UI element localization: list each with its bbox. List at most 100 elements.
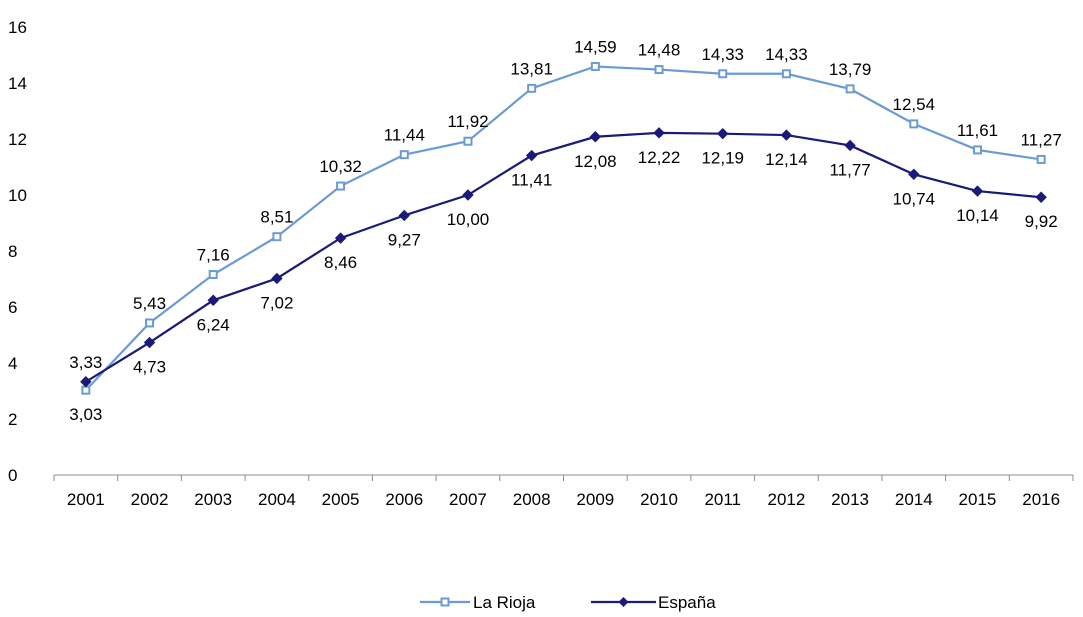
espana-data-label: 12,19 [701,149,744,168]
espana-point [844,139,856,152]
la-rioja-point [1036,154,1046,164]
la-rioja-point [781,69,791,79]
la-rioja-data-label: 13,81 [510,59,553,78]
legend-la-rioja-marker [440,597,450,607]
legend-espana-marker [618,597,629,607]
espana-point [462,189,474,201]
la-rioja-point [845,84,855,94]
x-tick-label: 2006 [385,490,423,509]
espana-data-label: 11,41 [511,171,552,190]
x-tick-label: 2009 [576,490,614,509]
la-rioja-point [81,385,91,395]
la-rioja-point [399,150,409,160]
data-labels: 3,03 5,43 7,16 8,51 10,32 11,44 11,92 13,81 14,5… [69,37,1062,424]
la-rioja-data-label: 14,59 [574,37,617,56]
espana-data-label: 9,27 [388,230,421,249]
y-tick-label: 2 [8,410,17,429]
espana-point [908,168,920,180]
la-rioja-point [654,65,664,75]
legend-espana-label: España [658,593,716,612]
la-rioja-data-label: 14,33 [701,45,744,64]
la-rioja-point [972,145,982,155]
espana-data-label: 10,00 [447,210,490,229]
x-tick-label: 2003 [194,490,232,509]
series-lines [80,61,1047,395]
espana-line [85,131,1042,383]
espana-data-label: 6,24 [197,315,230,334]
la-rioja-data-label: 12,54 [893,95,936,114]
la-rioja-data-label: 10,32 [319,157,362,176]
y-tick-label: 14 [8,74,27,93]
espana-data-label: 8,46 [324,253,357,272]
x-tick-label: 2004 [258,490,296,509]
x-tick-label: 2005 [322,490,360,509]
la-rioja-data-label: 8,51 [260,208,293,227]
y-tick-label: 16 [8,18,27,37]
espana-point [143,336,156,349]
legend: La Rioja España [420,593,716,612]
x-tick-label: 2007 [449,490,487,509]
espana-data-label: 9,92 [1025,212,1058,231]
espana-data-label: 3,33 [69,353,102,372]
espana-data-label: 12,22 [638,148,681,167]
la-rioja-data-label: 7,16 [197,246,230,265]
espana-data-label: 10,74 [893,189,936,208]
x-tick-label: 2013 [831,490,869,509]
x-tick-label: 2014 [895,490,933,509]
espana-data-label: 4,73 [133,358,166,377]
y-tick-label: 8 [8,242,17,261]
espana-data-label: 11,77 [829,160,870,179]
axes: 0 2 4 6 8 10 12 14 16 2001 2002 2003 2004 2005 2006 200… [8,18,1074,509]
x-tick-label: 2015 [959,490,997,509]
x-tick-label: 2002 [131,490,169,509]
x-tick-label: 2010 [640,490,678,509]
espana-point [207,294,219,306]
x-tick-label: 2016 [1022,490,1060,509]
espana-point [525,149,538,162]
espana-point [653,127,665,139]
espana-point [271,272,283,285]
la-rioja-point [208,270,218,280]
la-rioja-data-label: 13,79 [829,60,872,79]
la-rioja-point [272,232,282,242]
la-rioja-line [85,65,1042,391]
espana-data-label: 12,08 [574,152,617,171]
y-tick-label: 6 [8,298,17,317]
la-rioja-point [145,318,155,328]
la-rioja-data-label: 3,03 [69,405,102,424]
espana-point [334,232,347,244]
la-rioja-data-label: 5,43 [133,294,166,313]
la-rioja-data-label: 14,48 [638,41,681,60]
espana-point [398,209,410,222]
legend-la-rioja-label: La Rioja [473,593,536,612]
x-tick-label: 2001 [67,490,105,509]
espana-data-label: 12,14 [765,150,808,169]
espana-data-label: 10,14 [956,206,999,225]
espana-point [971,185,984,197]
y-tick-label: 4 [8,354,17,373]
y-tick-label: 10 [8,186,27,205]
la-rioja-data-label: 11,44 [384,126,425,145]
espana-point [780,129,793,141]
la-rioja-data-label: 11,92 [447,112,488,131]
la-rioja-point [590,61,600,71]
espana-point [80,376,92,388]
y-tick-label: 12 [8,130,27,149]
la-rioja-data-label: 14,33 [765,45,808,64]
x-tick-label: 2008 [513,490,551,509]
la-rioja-data-label: 11,61 [957,121,998,140]
x-tick-label: 2011 [704,490,741,509]
la-rioja-point [718,69,728,79]
la-rioja-point [909,119,919,129]
y-tick-label: 0 [8,466,17,485]
x-tick-label: 2012 [767,490,805,509]
la-rioja-point [336,181,346,191]
espana-point [1035,191,1047,203]
espana-point [717,127,729,140]
espana-data-label: 7,02 [260,293,293,312]
espana-point [589,131,602,143]
la-rioja-point [463,136,473,146]
la-rioja-point [527,83,537,93]
la-rioja-data-label: 11,27 [1021,130,1062,149]
